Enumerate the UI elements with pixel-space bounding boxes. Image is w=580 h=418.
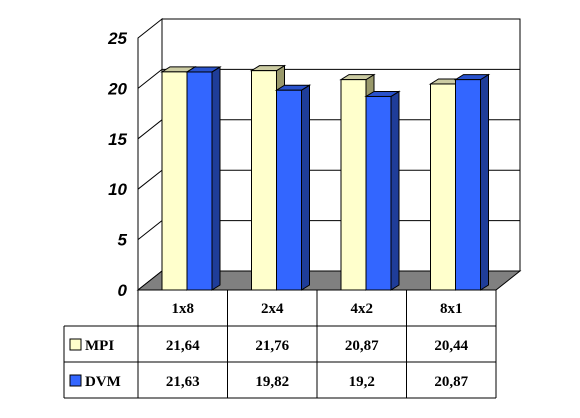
bar-front [161, 71, 188, 291]
x-category-label: 8x1 [440, 301, 463, 317]
bar-front [251, 70, 277, 291]
y-axis-ticks: 0 5 10 15 20 25 [107, 29, 127, 300]
data-label: 19,2 [349, 374, 375, 390]
x-category-label: 4x2 [351, 301, 374, 317]
side-wall [137, 17, 163, 292]
bar-front [430, 83, 456, 291]
bar-front [455, 79, 481, 291]
data-label: 20,87 [434, 374, 468, 390]
x-category-label: 2x4 [261, 301, 284, 317]
data-label: 20,44 [434, 338, 468, 354]
y-tick-label: 25 [107, 29, 127, 48]
bar-side [390, 90, 400, 291]
data-label: 19,82 [255, 374, 289, 390]
x-category-label: 1x8 [172, 301, 195, 317]
legend-label: MPI [85, 338, 114, 354]
bar-dvm-4x2 [364, 90, 401, 291]
bar-front [340, 79, 367, 291]
bar-side [301, 84, 310, 291]
gridline [137, 68, 520, 89]
data-label: 21,76 [255, 338, 289, 354]
bar-dvm-8x1 [453, 73, 491, 291]
data-label: 21,63 [166, 374, 200, 390]
y-tick-label: 10 [108, 180, 127, 199]
legend-swatch-dvm [69, 374, 82, 387]
data-label: 20,87 [345, 338, 379, 354]
bar-side [480, 73, 489, 291]
bar-dvm-2x4 [274, 84, 312, 291]
bar-side [211, 66, 221, 291]
bar-front [186, 71, 213, 291]
y-tick-label: 20 [107, 79, 127, 98]
bar-front [365, 95, 392, 291]
y-tick-label: 15 [108, 130, 127, 149]
bars [160, 64, 491, 291]
bar-front [276, 89, 302, 291]
legend-swatch-mpi [69, 338, 82, 351]
y-tick-label: 5 [118, 231, 128, 250]
bar-dvm-1x8 [185, 66, 222, 291]
data-table: 1x8 2x4 4x2 8x1 MPI 21,64 21,76 20,87 20,44 DVM 21… [63, 289, 497, 399]
legend-label: DVM [85, 374, 121, 390]
data-label: 21,64 [166, 338, 200, 354]
y-tick-label: 0 [118, 281, 128, 300]
